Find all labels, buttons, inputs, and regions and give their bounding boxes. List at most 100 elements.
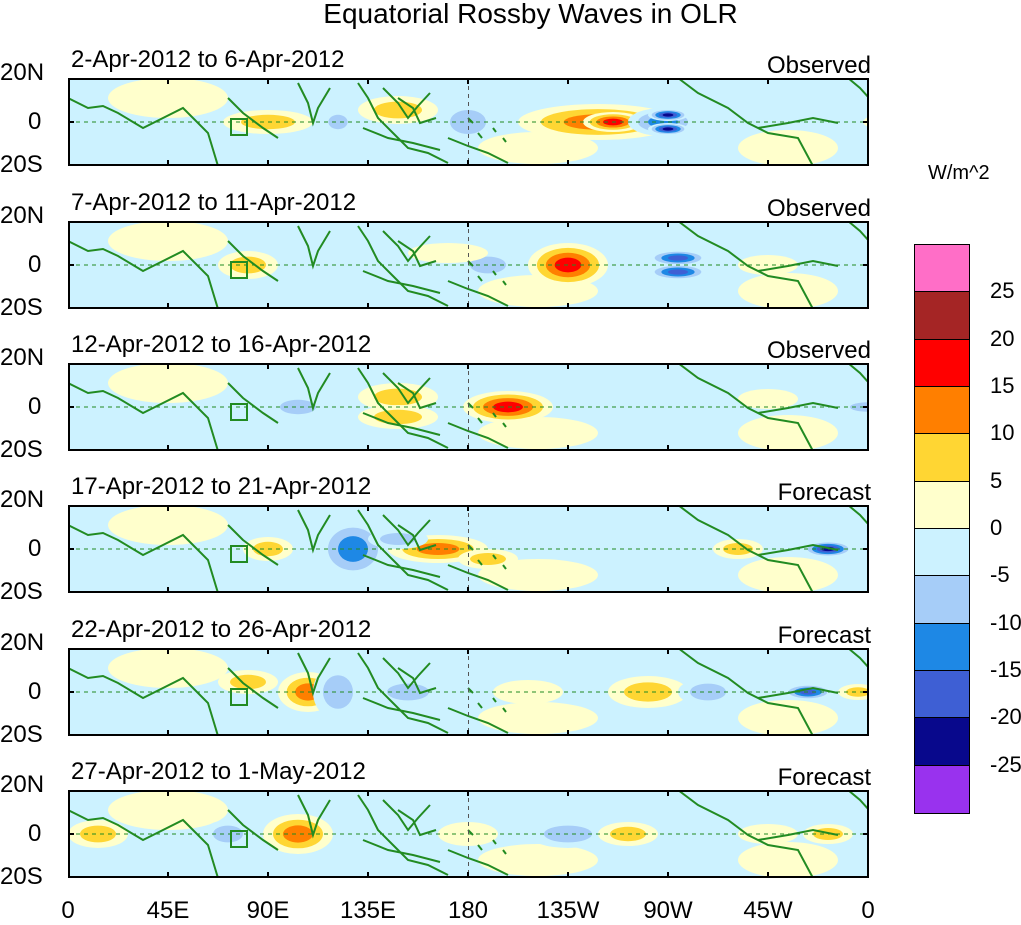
- map-panel: 22-Apr-2012 to 26-Apr-2012 Forecast 20N 0 20…: [0, 616, 871, 748]
- x-tick-label: 135E: [339, 897, 397, 924]
- map-panel: 7-Apr-2012 to 11-Apr-2012 Observed 20N 0 20S: [0, 189, 871, 321]
- coastline: [357, 509, 449, 591]
- olr-anomaly-map: [68, 363, 869, 451]
- coastline: [382, 657, 431, 690]
- coastline: [68, 809, 219, 878]
- anomaly-contour: [374, 409, 422, 425]
- coastline: [227, 667, 279, 709]
- map-panel: 27-Apr-2012 to 1-May-2012 Forecast 20N 0 20S: [0, 758, 871, 890]
- y-tick-label: 0: [28, 535, 42, 562]
- coastline: [357, 82, 449, 164]
- coastline: [502, 564, 507, 570]
- panel-date-range: 27-Apr-2012 to 1-May-2012: [71, 758, 366, 785]
- coastline: [297, 509, 331, 554]
- colorbar-swatch: [915, 245, 969, 293]
- coastline: [397, 382, 437, 410]
- coastline: [68, 382, 219, 451]
- coastline: [447, 707, 509, 734]
- coastline: [847, 363, 869, 384]
- colorbar-label: -15: [990, 657, 1021, 682]
- anomaly-region: [108, 648, 228, 688]
- panel-kind: Observed: [766, 337, 871, 364]
- coastline: [382, 230, 431, 263]
- coastline: [757, 686, 839, 699]
- panel-kind: Forecast: [777, 764, 871, 791]
- anomaly-contour: [80, 825, 116, 843]
- x-tick-label: 45W: [743, 897, 793, 924]
- coastline: [297, 367, 331, 412]
- colorbar-units: W/m^2: [928, 162, 990, 184]
- coastline: [227, 809, 279, 851]
- colorbar-label: 5: [990, 467, 1003, 493]
- colorbar-label: -5: [990, 562, 1010, 588]
- coastline: [477, 275, 483, 282]
- coastline: [492, 697, 497, 703]
- coastline: [362, 697, 441, 721]
- anomaly-region: [738, 415, 838, 451]
- anomaly-region: [108, 78, 228, 118]
- y-tick-label: 20S: [0, 151, 43, 178]
- panel-frame: [68, 505, 869, 593]
- olr-anomaly-map: [68, 648, 869, 736]
- colorbar-label: 25: [990, 278, 1015, 304]
- panel-date-range: 2-Apr-2012 to 6-Apr-2012: [71, 46, 345, 73]
- coastline: [757, 543, 839, 556]
- anomaly-region: [478, 844, 598, 876]
- y-tick-label: 0: [28, 393, 42, 420]
- x-tick-label: 0: [61, 897, 75, 924]
- coastline: [677, 363, 814, 451]
- coastline: [477, 417, 483, 424]
- reference-box: [230, 118, 248, 136]
- colorbar-label: 0: [990, 515, 1003, 540]
- anomaly-region: [108, 363, 228, 403]
- coastline: [68, 667, 219, 736]
- anomaly-contour: [850, 402, 869, 412]
- coastline: [477, 702, 483, 709]
- panel-frame: [68, 790, 869, 878]
- y-tick-label: 20S: [0, 294, 43, 321]
- coastline: [757, 259, 839, 272]
- x-tick-label: 135W: [536, 897, 600, 924]
- anomaly-region: [108, 790, 228, 830]
- coastline: [492, 270, 497, 276]
- coastline: [297, 225, 331, 270]
- coastline: [477, 559, 483, 566]
- anomaly-region: [738, 700, 838, 736]
- anomaly-contour: [846, 687, 869, 697]
- anomaly-contour: [662, 127, 674, 131]
- y-tick-label: 20S: [0, 863, 43, 890]
- coastline: [357, 225, 449, 307]
- reference-box: [230, 545, 248, 563]
- anomaly-contour: [280, 399, 316, 415]
- coastline: [677, 648, 814, 736]
- coastline: [502, 422, 507, 428]
- anomaly-region: [738, 273, 838, 309]
- colorbar-label: 10: [990, 420, 1015, 446]
- panel-date-range: 17-Apr-2012 to 21-Apr-2012: [71, 473, 372, 500]
- coastline: [227, 524, 279, 566]
- x-tick-label: 90E: [246, 897, 290, 924]
- anomaly-region: [108, 505, 228, 545]
- x-tick-label: 45E: [146, 897, 190, 924]
- coastline: [502, 137, 507, 143]
- y-tick-label: 20N: [0, 486, 45, 513]
- coastline: [677, 790, 814, 878]
- colorbar-swatch: [915, 671, 969, 719]
- colorbar-swatch: [915, 765, 969, 813]
- coastline: [362, 839, 441, 863]
- colorbar-swatch: [915, 718, 969, 766]
- anomaly-region: [478, 702, 598, 734]
- coastline: [227, 97, 279, 139]
- coastline: [297, 82, 331, 127]
- coastline: [492, 839, 497, 845]
- coastline: [227, 382, 279, 424]
- olr-anomaly-map: [68, 78, 869, 166]
- coastline: [677, 78, 814, 166]
- anomaly-contour: [723, 543, 753, 555]
- colorbar-swatch: [915, 387, 969, 435]
- coastline: [397, 240, 437, 268]
- map-panel: 12-Apr-2012 to 16-Apr-2012 Observed 20N 0 20…: [0, 331, 871, 463]
- chart-title: Equatorial Rossby Waves in OLR: [323, 0, 738, 29]
- coastline: [492, 554, 497, 560]
- coastline: [447, 564, 509, 591]
